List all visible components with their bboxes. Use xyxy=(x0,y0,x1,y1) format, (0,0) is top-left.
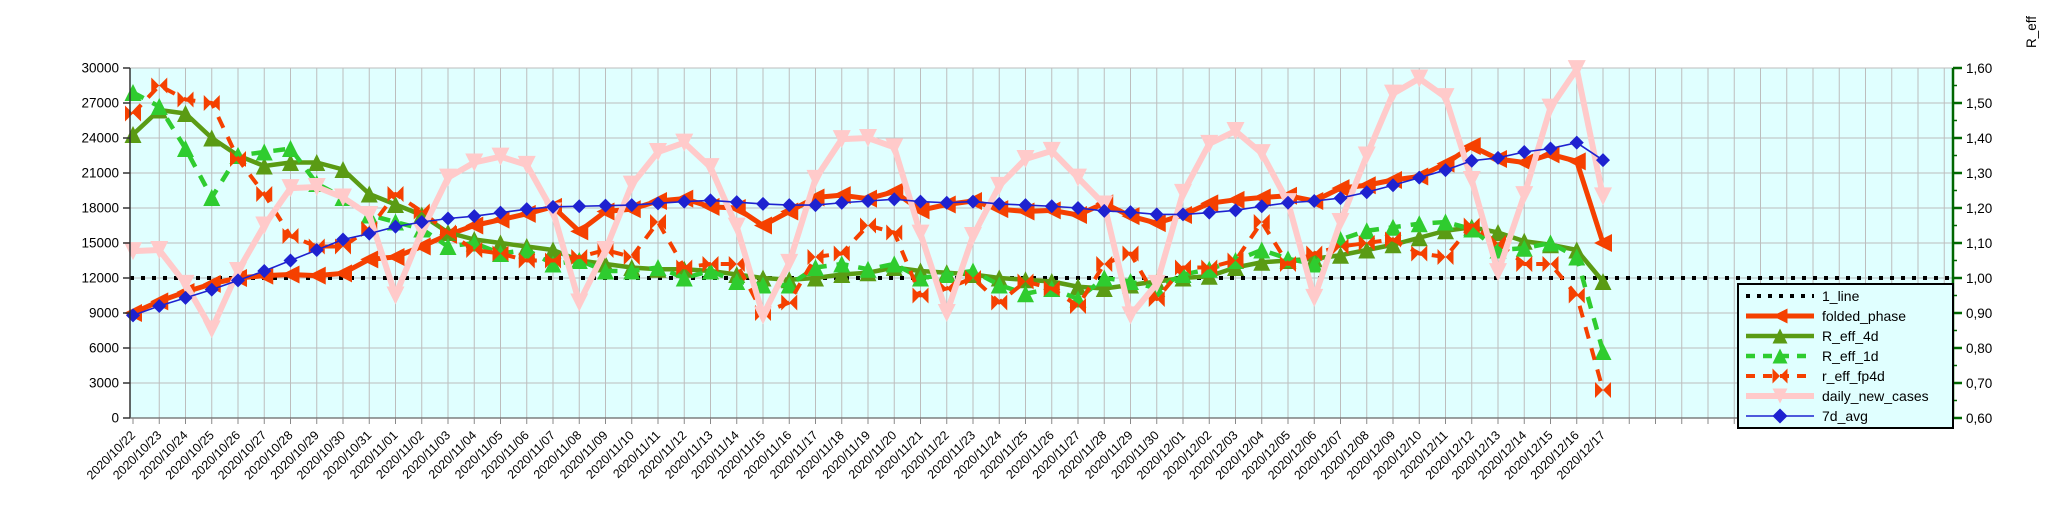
right-axis: 0,60 0,70 0,80 0,90 1,00 1,10 1,20 1,30 1,40 1,50… xyxy=(1951,16,2039,426)
right-axis-tick-label: 1,50 xyxy=(1966,96,1992,111)
right-axis-tick-label: 0,90 xyxy=(1966,306,1992,321)
right-axis-tick-label: 1,60 xyxy=(1966,61,1992,76)
left-axis-tick-label: 21000 xyxy=(81,166,119,181)
left-axis-tick-label: 12000 xyxy=(81,271,119,286)
left-axis-tick-label: 9000 xyxy=(89,306,119,321)
left-axis-tick-label: 30000 xyxy=(81,61,119,76)
legend-label: folded_phase xyxy=(1822,308,1906,324)
right-axis-tick-label: 1,30 xyxy=(1966,166,1992,181)
legend-sample-marker xyxy=(1772,308,1788,324)
legend-sample-marker xyxy=(1772,408,1788,424)
series-markers-R_eff_4d xyxy=(124,101,1612,297)
series-markers-daily_new_cases xyxy=(124,60,1612,339)
legend-item-R_eff_4d: R_eff_4d xyxy=(1746,328,1879,344)
series-7d_avg xyxy=(126,135,1610,323)
left-axis-tick-label: 27000 xyxy=(81,96,119,111)
legend-item-1_line: 1_line xyxy=(1746,288,1860,304)
left-axis-tick-label: 15000 xyxy=(81,236,119,251)
legend-label: r_eff_fp4d xyxy=(1822,368,1885,384)
right-axis-tick-label: 1,10 xyxy=(1966,236,1992,251)
legend-item-daily_new_cases: daily_new_cases xyxy=(1746,388,1929,404)
grid xyxy=(130,67,1953,418)
series-r_eff_fp4d xyxy=(125,77,1611,398)
right-axis-tick-label: 1,40 xyxy=(1966,131,1992,146)
legend-item-r_eff_fp4d: r_eff_fp4d xyxy=(1746,368,1885,384)
left-axis-tick-label: 0 xyxy=(111,411,119,426)
legend-label: daily_new_cases xyxy=(1822,388,1929,404)
left-axis-tick-label: 18000 xyxy=(81,201,119,216)
right-axis-title: R_eff xyxy=(2024,16,2039,48)
legend-label: R_eff_1d xyxy=(1822,348,1879,364)
legend-label: 7d_avg xyxy=(1822,408,1868,424)
legend-sample-marker xyxy=(1772,368,1788,384)
x-axis: 2020/10/222020/10/232020/10/242020/10/25… xyxy=(84,417,1953,482)
legend-label: R_eff_4d xyxy=(1822,328,1879,344)
legend-label: 1_line xyxy=(1822,288,1860,304)
left-axis-tick-label: 6000 xyxy=(89,341,119,356)
legend-sample-marker xyxy=(1772,388,1788,404)
left-axis-tick-label: 3000 xyxy=(89,376,119,391)
series-daily_new_cases xyxy=(124,60,1612,339)
legend-item-R_eff_1d: R_eff_1d xyxy=(1746,348,1879,364)
legend-item-7d_avg: 7d_avg xyxy=(1746,408,1868,424)
right-axis-tick-label: 1,20 xyxy=(1966,201,1992,216)
series-line-r_eff_fp4d xyxy=(131,83,1605,391)
left-axis-tick-label: 24000 xyxy=(81,131,119,146)
legend: 1_line folded_phase R_eff_4d R_eff_1d r_eff_… xyxy=(1737,283,1954,429)
right-axis-tick-label: 0,70 xyxy=(1966,376,1992,391)
right-axis-tick-label: 0,80 xyxy=(1966,341,1992,356)
legend-item-folded_phase: folded_phase xyxy=(1746,308,1906,324)
legend-box xyxy=(1737,283,1954,429)
right-axis-tick-label: 1,00 xyxy=(1966,271,1992,286)
right-axis-tick-label: 0,60 xyxy=(1966,411,1992,426)
left-axis: 0 3000 6000 9000 12000 15000 18000 21000 24000 27… xyxy=(81,61,131,426)
legend-sample-marker xyxy=(1772,348,1788,364)
legend-sample-marker xyxy=(1772,328,1788,344)
